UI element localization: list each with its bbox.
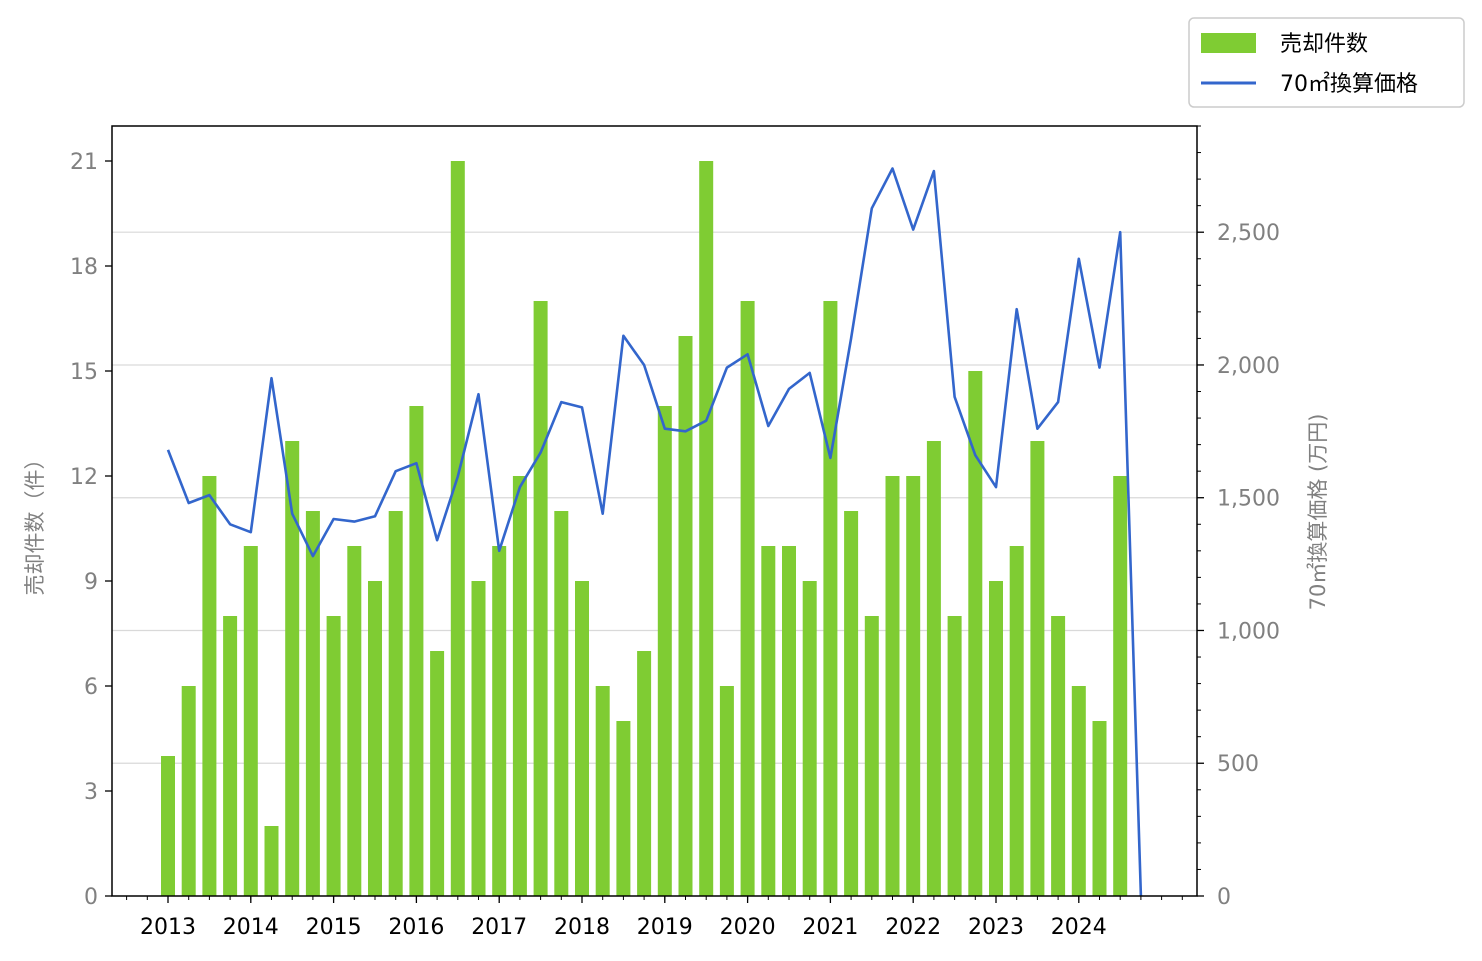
x-tick-label: 2020 — [720, 915, 776, 940]
bar — [678, 336, 693, 896]
bar — [782, 546, 796, 896]
left-tick-label: 3 — [84, 780, 98, 805]
bar — [181, 686, 196, 896]
bar — [492, 546, 507, 896]
left-tick-label: 18 — [70, 255, 98, 280]
bar — [533, 301, 548, 896]
bar — [926, 441, 941, 896]
right-tick-label: 0 — [1217, 885, 1231, 910]
bar — [1071, 686, 1086, 896]
x-tick-label: 2017 — [471, 915, 527, 940]
line-path — [166, 167, 1143, 897]
x-tick-label: 2024 — [1051, 915, 1107, 940]
bar — [885, 476, 900, 896]
bar — [719, 686, 734, 896]
left-tick-label: 21 — [70, 150, 98, 175]
left-tick-label: 6 — [84, 675, 98, 700]
x-tick-label: 2019 — [637, 915, 693, 940]
legend-bar-swatch — [1201, 33, 1256, 53]
bar — [202, 476, 217, 896]
left-tick-label: 15 — [70, 360, 98, 385]
bar — [595, 686, 610, 896]
bar — [368, 581, 382, 896]
right-axis-label: 70㎡換算価格 (万円) — [1306, 414, 1330, 611]
legend: 売却件数 70㎡換算価格 — [1188, 17, 1465, 108]
bar — [844, 511, 859, 896]
left-tick-label: 0 — [84, 885, 98, 910]
bar — [430, 651, 445, 896]
bar — [326, 616, 341, 896]
bar — [616, 721, 631, 896]
x-tick-label: 2014 — [223, 915, 279, 940]
right-tick-label: 1,500 — [1217, 487, 1280, 512]
bar — [1092, 721, 1107, 896]
bar — [305, 511, 320, 896]
bar — [388, 511, 403, 896]
bar — [802, 581, 817, 896]
bar — [409, 406, 424, 896]
bar — [471, 581, 486, 896]
bar — [554, 511, 569, 896]
x-tick-label: 2022 — [885, 915, 941, 940]
bar — [823, 301, 838, 896]
bar — [864, 616, 879, 896]
bar — [947, 616, 962, 896]
left-tick-label: 12 — [70, 465, 98, 490]
left-tick-label: 9 — [84, 570, 98, 595]
bar — [989, 581, 1003, 896]
bar — [1030, 441, 1045, 896]
bar — [575, 581, 589, 896]
bar — [740, 301, 755, 896]
x-tick-label: 2023 — [968, 915, 1024, 940]
legend-line-label: 70㎡換算価格 — [1280, 71, 1418, 97]
left-axis-label: 売却件数（件） — [23, 449, 47, 596]
bar — [264, 826, 279, 896]
axes: 0 3 6 9 12 15 18 21 0 500 1,000 1,500 2,000 2,500 2013… — [70, 125, 1280, 940]
line-series — [166, 167, 1143, 897]
bar — [761, 546, 776, 896]
bar — [450, 161, 465, 896]
bar — [699, 161, 714, 896]
x-tick-label: 2016 — [388, 915, 444, 940]
bar — [512, 476, 527, 896]
bar — [1051, 616, 1066, 896]
bar-series — [161, 161, 1128, 896]
right-tick-label: 1,000 — [1217, 619, 1280, 644]
bar — [285, 441, 300, 896]
right-tick-label: 2,000 — [1217, 354, 1280, 379]
bar — [906, 476, 921, 896]
bar — [657, 406, 672, 896]
plot-frame — [111, 125, 1198, 897]
right-tick-label: 2,500 — [1217, 221, 1280, 246]
bar — [347, 546, 362, 896]
bar — [1113, 476, 1128, 896]
bar — [637, 651, 652, 896]
legend-bar-label: 売却件数 — [1280, 32, 1368, 57]
legend-box — [1188, 17, 1465, 108]
bar — [968, 371, 983, 896]
x-tick-label: 2013 — [140, 915, 196, 940]
bar — [1009, 546, 1024, 896]
bar — [243, 546, 258, 896]
bar — [161, 756, 175, 896]
right-tick-label: 500 — [1217, 752, 1259, 777]
x-tick-label: 2021 — [802, 915, 858, 940]
bar — [223, 616, 238, 896]
x-tick-label: 2015 — [306, 915, 362, 940]
x-tick-label: 2018 — [554, 915, 610, 940]
